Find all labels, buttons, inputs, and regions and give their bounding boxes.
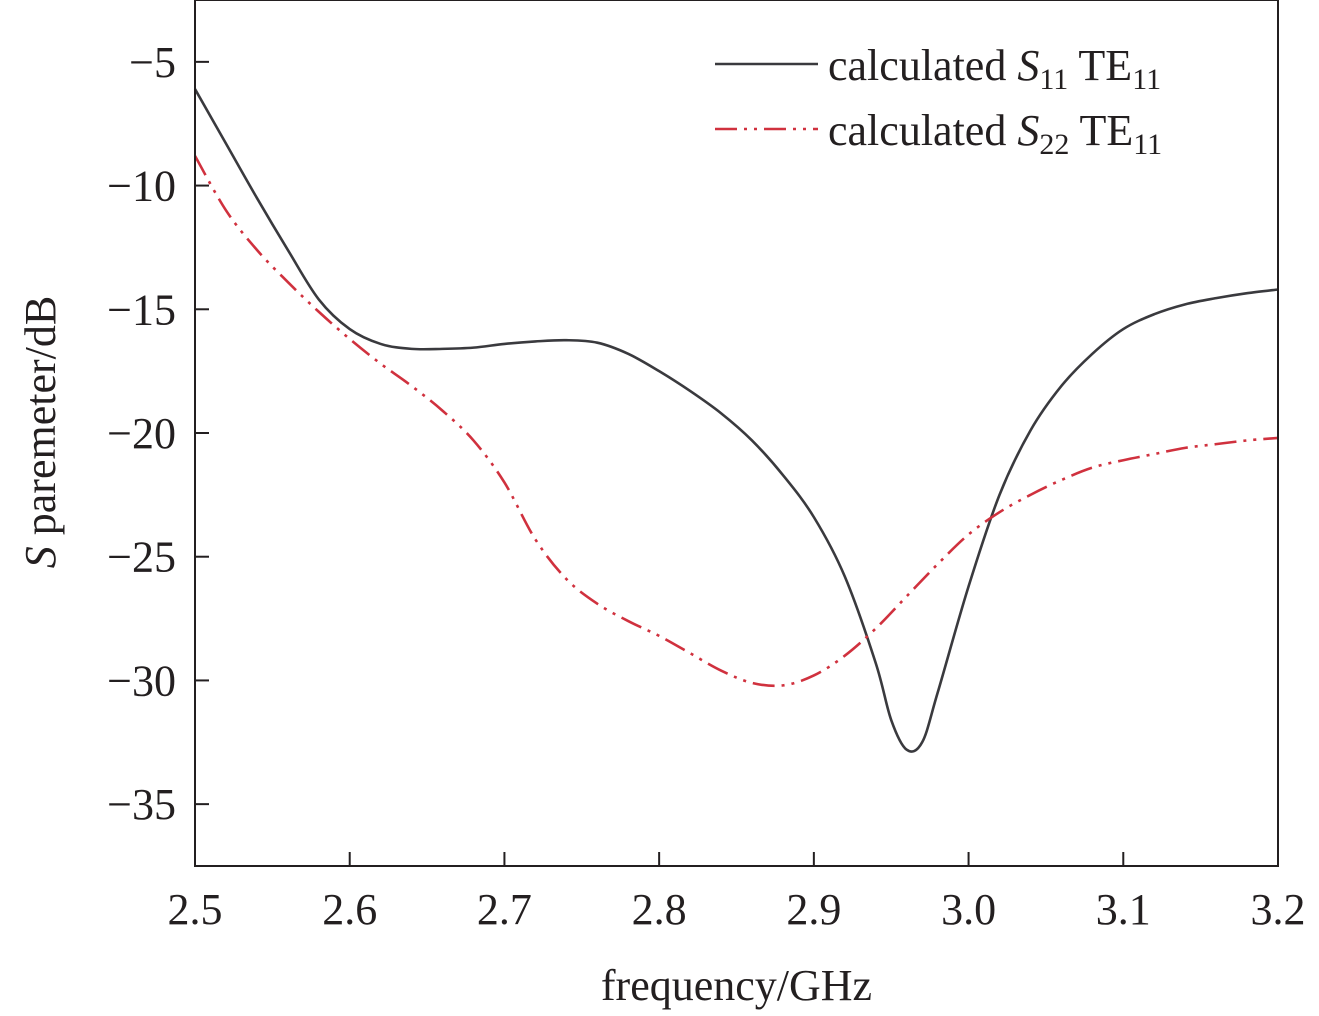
y-tick-label: −25 <box>107 533 176 582</box>
y-tick-label: −5 <box>129 38 176 87</box>
x-tick-label: 3.0 <box>941 885 996 934</box>
x-tick-label: 2.9 <box>786 885 841 934</box>
x-tick-label: 3.1 <box>1096 885 1151 934</box>
legend: calculated S11 TE11 calculated S22 TE11 <box>715 41 1162 161</box>
series-line-s11 <box>193 88 1279 753</box>
legend-item-s11: calculated S11 TE11 <box>715 41 1161 96</box>
y-tick-label: −20 <box>107 409 176 458</box>
y-axis-ticks: −5 −10 −15 −20 −25 −30 −35 <box>107 38 209 829</box>
x-axis-title: frequency/GHz <box>601 961 872 1010</box>
y-axis-title: S paremeter/dB <box>16 296 65 568</box>
plot-lines <box>193 88 1279 753</box>
x-tick-label: 2.5 <box>168 885 223 934</box>
y-tick-label: −30 <box>107 656 176 705</box>
legend-label-s11: calculated S11 TE11 <box>828 41 1161 96</box>
x-tick-label: 2.8 <box>632 885 687 934</box>
series-line-s22 <box>193 155 1279 688</box>
x-tick-label: 2.7 <box>477 885 532 934</box>
y-tick-label: −35 <box>107 780 176 829</box>
y-tick-label: −10 <box>107 162 176 211</box>
x-tick-label: 2.6 <box>322 885 377 934</box>
legend-label-s22: calculated S22 TE11 <box>828 106 1162 161</box>
y-tick-label: −15 <box>107 285 176 334</box>
x-tick-label: 3.2 <box>1251 885 1306 934</box>
legend-item-s22: calculated S22 TE11 <box>715 106 1162 161</box>
x-axis-ticks: 2.5 2.6 2.7 2.8 2.9 3.0 3.1 3.2 <box>168 852 1306 934</box>
